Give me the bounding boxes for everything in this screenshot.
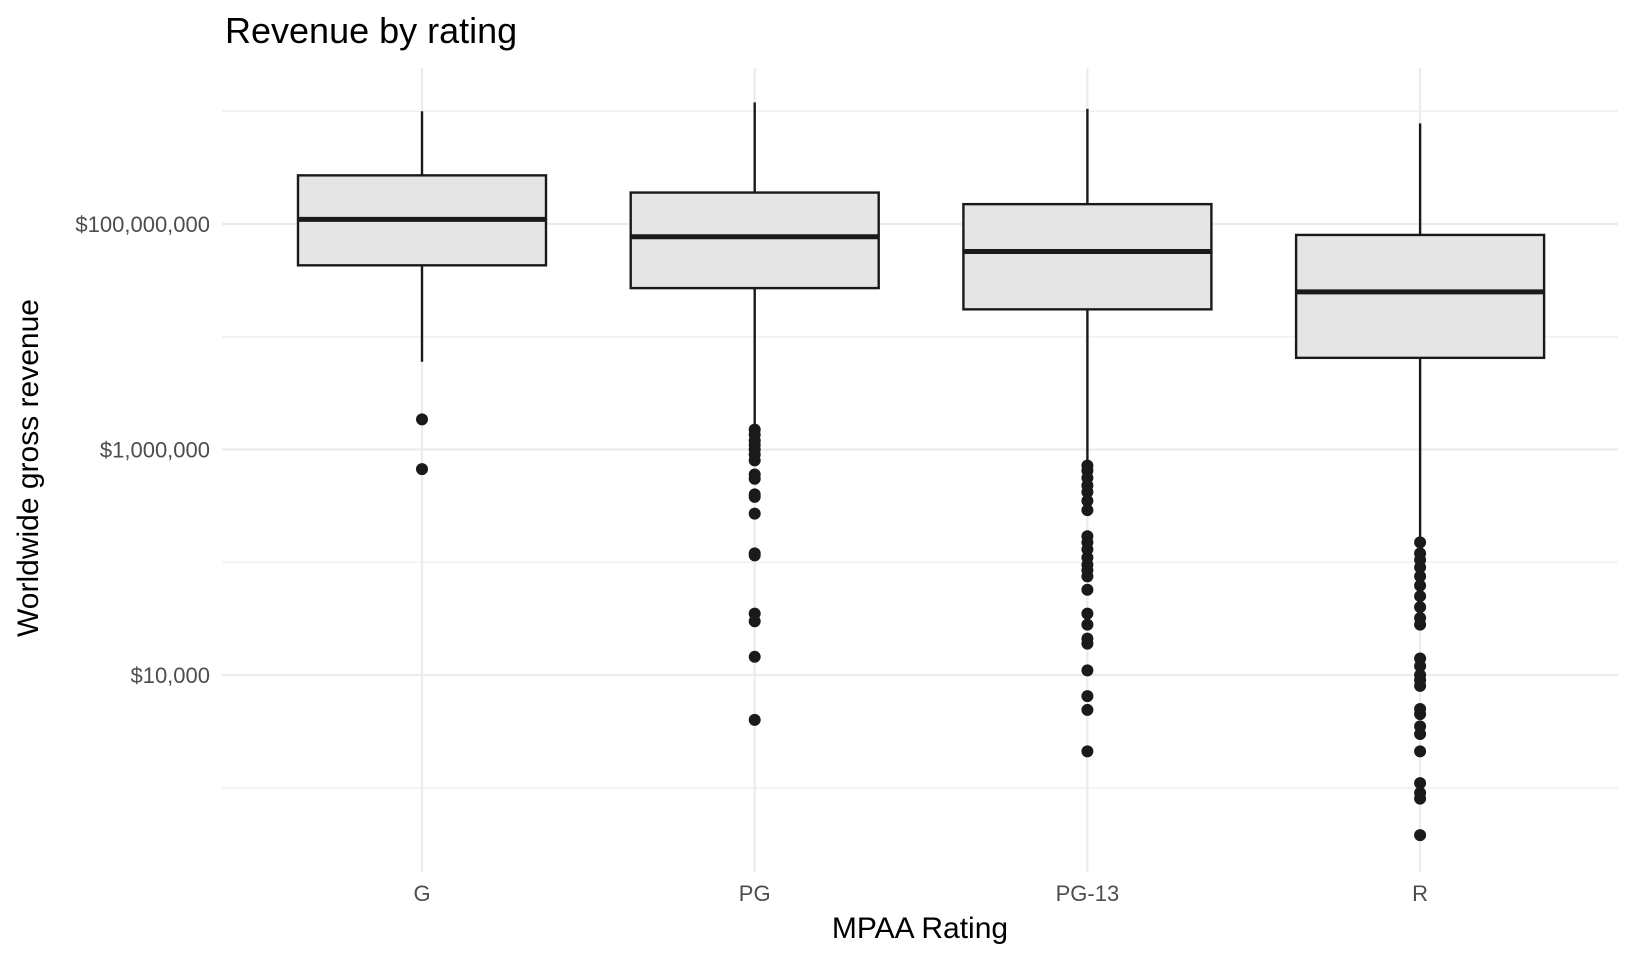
- x-tick-label: R: [1412, 881, 1428, 906]
- boxplot-series: [296, 102, 1546, 842]
- outlier-point: [748, 454, 761, 467]
- outlier-point: [1081, 664, 1094, 677]
- y-axis-tick-labels: $10,000 $1,000,000 $100,000,000: [75, 212, 210, 688]
- outlier-point: [1081, 504, 1094, 517]
- outlier-point: [1414, 618, 1427, 631]
- outlier-point: [416, 413, 428, 426]
- x-tick-label: PG-13: [1056, 881, 1120, 906]
- y-axis-title: Worldwide gross revenue: [12, 299, 45, 637]
- chart-title: Revenue by rating: [225, 10, 517, 51]
- outlier-point: [1414, 561, 1427, 574]
- iqr-box: [629, 191, 880, 290]
- outlier-point: [1414, 536, 1427, 549]
- outlier-point: [1081, 637, 1094, 650]
- x-tick-label: PG: [739, 881, 771, 906]
- outlier-point: [1414, 792, 1427, 805]
- outlier-point: [1081, 607, 1094, 620]
- outlier-point: [1081, 583, 1094, 596]
- outlier-point: [1081, 485, 1094, 498]
- outlier-point: [748, 490, 761, 503]
- box-pg-13: [962, 108, 1213, 758]
- outlier-point: [1414, 570, 1427, 583]
- outlier-point: [1414, 590, 1427, 603]
- outlier-point: [1414, 829, 1427, 842]
- outlier-point: [1081, 690, 1094, 703]
- y-tick-label: $100,000,000: [75, 212, 210, 237]
- outlier-point: [416, 463, 428, 476]
- y-tick-label: $1,000,000: [100, 438, 210, 463]
- box-r: [1294, 123, 1546, 842]
- outlier-point: [1414, 777, 1427, 790]
- outlier-point: [748, 472, 761, 485]
- outlier-point: [748, 615, 761, 628]
- box-pg: [629, 102, 880, 726]
- outlier-point: [1414, 679, 1427, 692]
- x-axis-tick-labels: G PG PG-13 R: [413, 881, 1428, 906]
- y-tick-label: $10,000: [130, 663, 210, 688]
- outlier-point: [1414, 660, 1427, 673]
- outlier-point: [1414, 727, 1427, 740]
- x-tick-label: G: [413, 881, 430, 906]
- outlier-point: [1081, 745, 1094, 758]
- outlier-point: [748, 650, 761, 663]
- outlier-point: [1414, 708, 1427, 721]
- outlier-point: [1081, 570, 1094, 583]
- box-g: [296, 111, 548, 476]
- outlier-point: [1081, 494, 1094, 507]
- outlier-point: [1081, 618, 1094, 631]
- outlier-point: [1081, 703, 1094, 716]
- iqr-box: [962, 202, 1213, 311]
- outlier-point: [748, 549, 761, 562]
- x-axis-title: MPAA Rating: [832, 912, 1008, 945]
- outlier-point: [748, 507, 761, 520]
- outlier-point: [748, 713, 761, 726]
- outlier-point: [1414, 601, 1427, 614]
- iqr-box: [1294, 233, 1546, 360]
- outlier-point: [1414, 579, 1427, 592]
- outlier-point: [1414, 745, 1427, 758]
